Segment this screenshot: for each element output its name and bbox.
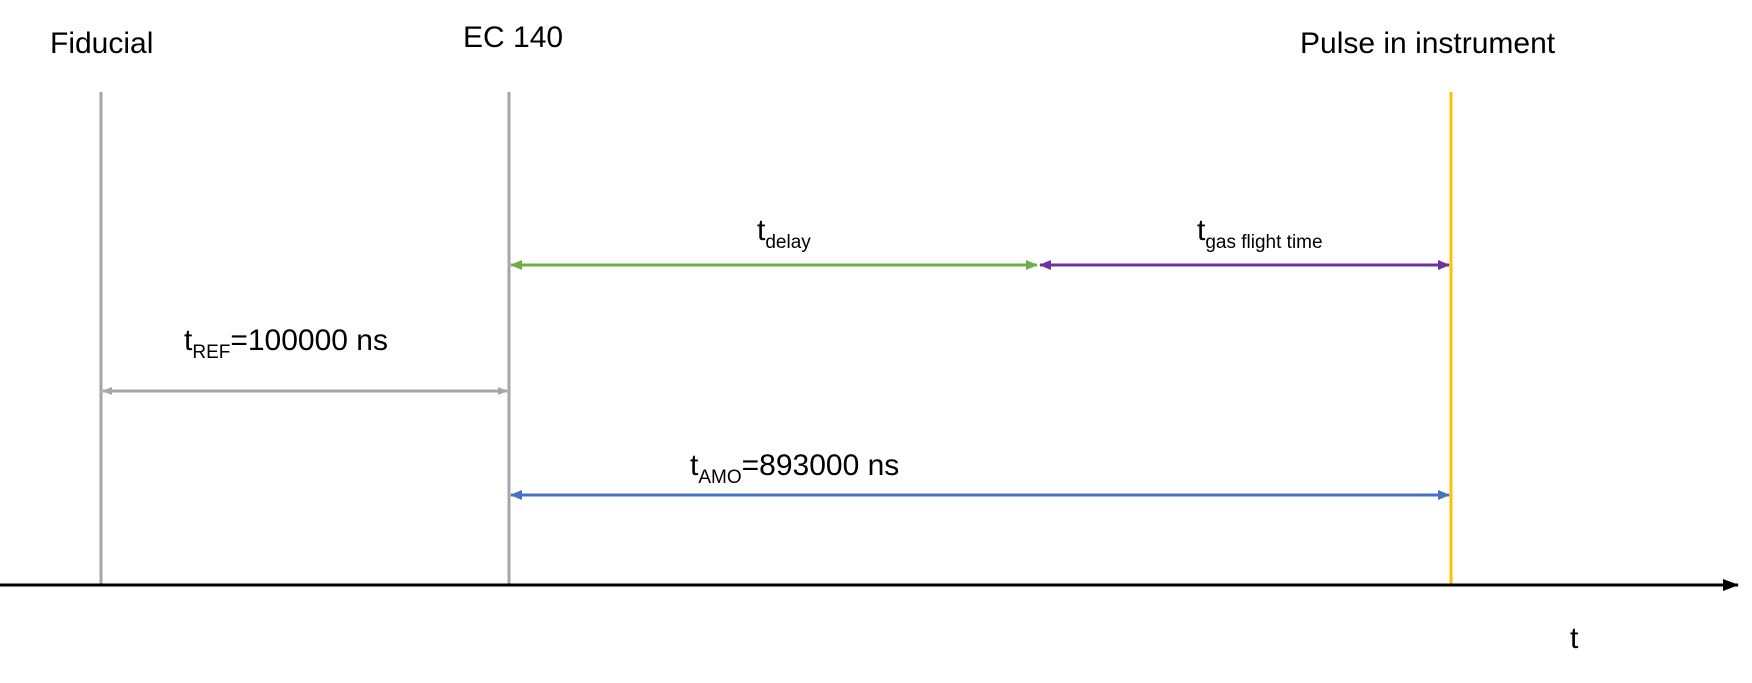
ref-label: tREF=100000 ns (184, 324, 388, 363)
gas-flight-time-label: tgas flight time (1197, 214, 1323, 253)
ec140-label: EC 140 (463, 21, 563, 54)
amo-label-base: t (690, 449, 699, 482)
amo-label-subscript: AMO (698, 467, 741, 488)
delay-label-subscript: delay (765, 232, 811, 253)
pulse-label: Pulse in instrument (1300, 27, 1556, 60)
ref-label-subscript: REF (192, 342, 230, 363)
time-axis-label: t (1570, 622, 1579, 655)
amo-label-value: =893000 ns (742, 449, 900, 482)
ref-label-value: =100000 ns (230, 324, 388, 357)
gas-flight-time-label-subscript: gas flight time (1205, 232, 1322, 253)
amo-label: tAMO=893000 ns (690, 449, 899, 488)
delay-label: tdelay (757, 214, 811, 253)
fiducial-label: Fiducial (50, 27, 153, 60)
ref-label-base: t (184, 324, 193, 357)
gas-flight-time-label-base: t (1197, 214, 1206, 247)
delay-label-base: t (757, 214, 766, 247)
